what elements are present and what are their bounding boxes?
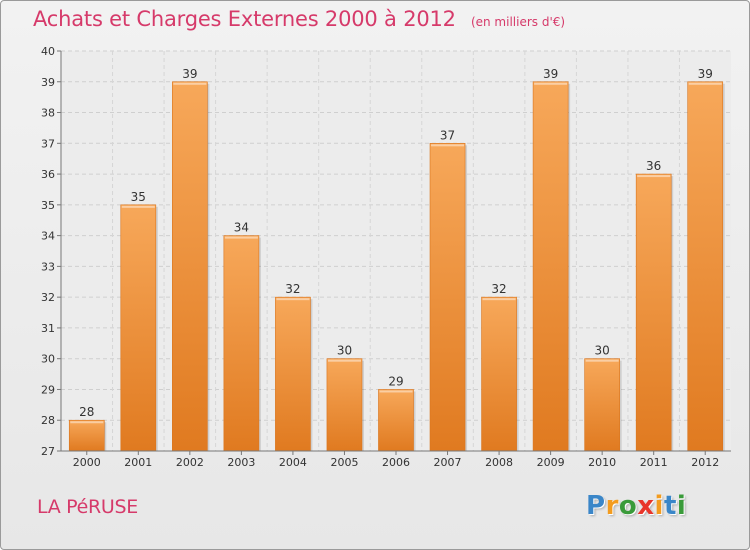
y-tick-label: 33	[41, 260, 55, 273]
grid-lines	[61, 50, 731, 452]
axes	[57, 50, 731, 455]
bar-2011	[635, 173, 672, 452]
x-tick-label: 2003	[227, 456, 255, 469]
bar-2012	[687, 81, 724, 452]
value-label: 39	[182, 67, 197, 81]
value-label: 30	[337, 344, 352, 358]
x-tick-label: 2007	[434, 456, 462, 469]
chart-title: Achats et Charges Externes 2000 à 2012	[33, 7, 456, 31]
bar-highlight	[431, 144, 465, 147]
x-tick-label: 2004	[279, 456, 307, 469]
y-tick-label: 36	[41, 168, 55, 181]
value-label: 37	[440, 128, 455, 142]
bar-2008	[481, 296, 517, 452]
logo-letter: P	[586, 491, 606, 521]
bar-2005	[326, 358, 363, 452]
value-label: 35	[131, 190, 146, 204]
commune-name: LA PéRUSE	[37, 496, 139, 518]
labels: 27 28 29 30 31 32 33 34 35 36 37 38 39 40 28 2000 35 2001…	[41, 45, 719, 469]
x-tick-label: 2011	[640, 456, 668, 469]
bar-highlight	[482, 298, 516, 301]
value-label: 30	[595, 344, 610, 358]
bar-highlight	[173, 82, 207, 85]
value-label: 29	[388, 374, 403, 388]
value-label: 39	[698, 67, 713, 81]
y-tick-label: 38	[41, 107, 55, 120]
x-tick-label: 2008	[485, 456, 513, 469]
bar-highlight	[379, 390, 413, 393]
bar-2000	[68, 419, 105, 452]
value-label: 32	[491, 282, 506, 296]
value-label: 36	[646, 159, 661, 173]
bar-2002	[172, 81, 208, 452]
y-tick-label: 30	[41, 353, 55, 366]
bar-2001	[120, 204, 157, 452]
bar-highlight	[121, 205, 155, 208]
bar-highlight	[585, 359, 619, 362]
y-tick-label: 35	[41, 199, 55, 212]
logo-letter: r	[605, 491, 619, 521]
y-tick-label: 31	[41, 322, 55, 335]
y-tick-label: 39	[41, 76, 55, 89]
bar-highlight	[688, 82, 722, 85]
bar-highlight	[637, 175, 671, 178]
title-row: Achats et Charges Externes 2000 à 2012 (…	[33, 7, 565, 31]
x-tick-label: 2001	[124, 456, 152, 469]
logo-letter: i	[676, 491, 687, 521]
x-tick-label: 2009	[537, 456, 565, 469]
bar-highlight	[276, 298, 310, 301]
bar-2009	[532, 81, 569, 452]
logo-letter: i	[654, 491, 664, 521]
x-tick-label: 2000	[73, 456, 101, 469]
chart-unit: (en milliers d'€)	[470, 15, 566, 29]
y-tick-label: 37	[41, 137, 55, 150]
value-label: 32	[285, 282, 300, 296]
y-tick-label: 29	[41, 383, 55, 396]
x-tick-label: 2012	[691, 456, 719, 469]
y-tick-label: 27	[41, 445, 55, 458]
value-label: 39	[543, 67, 558, 81]
x-tick-label: 2005	[330, 456, 358, 469]
bars	[68, 81, 725, 452]
value-label: 34	[234, 221, 249, 235]
value-label: 28	[79, 405, 94, 419]
x-tick-label: 2010	[588, 456, 616, 469]
bar-highlight	[327, 359, 361, 362]
bar-2010	[584, 358, 620, 452]
y-tick-label: 32	[41, 291, 55, 304]
logo-letter: x	[637, 491, 655, 521]
logo-letter: o	[618, 491, 638, 521]
y-tick-label: 28	[41, 414, 55, 427]
bar-highlight	[224, 236, 258, 239]
bar-highlight	[534, 82, 568, 85]
y-tick-label: 40	[41, 45, 55, 58]
bar-2006	[378, 389, 414, 452]
x-tick-label: 2002	[176, 456, 204, 469]
logo-letter: t	[663, 491, 677, 521]
proxiti-logo: Proxiti	[586, 491, 686, 521]
y-tick-label: 34	[41, 230, 55, 243]
x-tick-label: 2006	[382, 456, 410, 469]
bar-2004	[275, 296, 311, 452]
bar-2003	[223, 235, 260, 452]
bar-highlight	[70, 421, 104, 424]
bar-2007	[429, 143, 466, 452]
